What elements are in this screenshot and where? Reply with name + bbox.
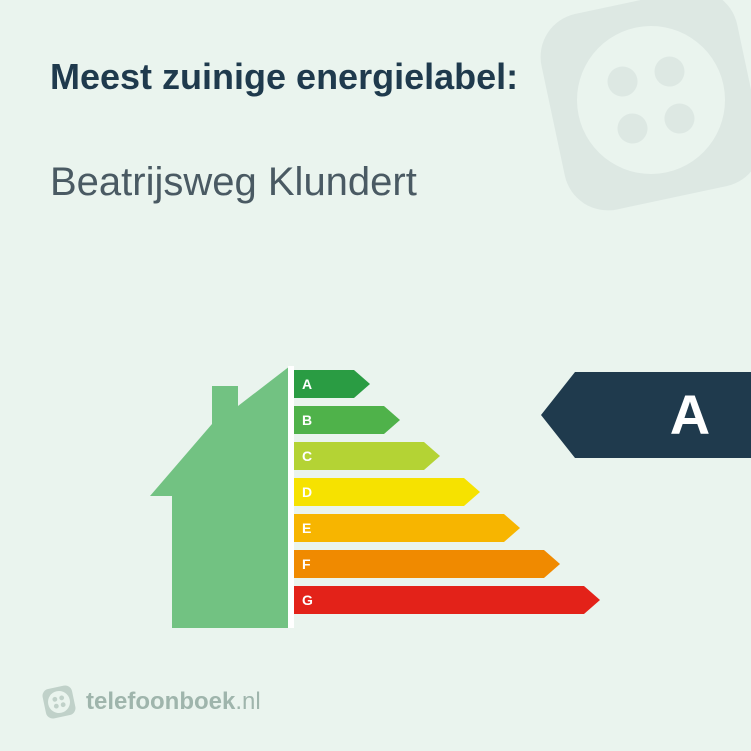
energy-bar-label: D [302,484,312,500]
brand-icon [42,685,76,719]
energy-bar-d [294,478,480,506]
energy-label-chart: A B C D E F G [180,370,580,640]
energy-bar-label: C [302,448,312,464]
energy-bar-label: E [302,520,311,536]
location-name: Beatrijsweg Klundert [50,160,417,205]
energy-bar-label: F [302,556,311,572]
energy-bar-e [294,514,520,542]
page-title: Meest zuinige energielabel: [50,56,518,98]
brand-name-tld: .nl [235,688,260,715]
footer: telefoonboek.nl [42,685,261,719]
house-icon [140,366,310,636]
energy-bar-label: B [302,412,312,428]
energy-bar-label: G [302,592,313,608]
result-badge: A [541,372,751,458]
energy-label-card: Meest zuinige energielabel: Beatrijsweg … [0,0,751,751]
energy-bar-g [294,586,600,614]
energy-bar-f [294,550,560,578]
energy-bar-label: A [302,376,312,392]
result-letter: A [541,372,751,458]
watermark-icon [521,0,751,230]
brand-name-bold: telefoonboek [86,688,235,715]
energy-bar-c [294,442,440,470]
brand-text: telefoonboek.nl [86,688,261,716]
